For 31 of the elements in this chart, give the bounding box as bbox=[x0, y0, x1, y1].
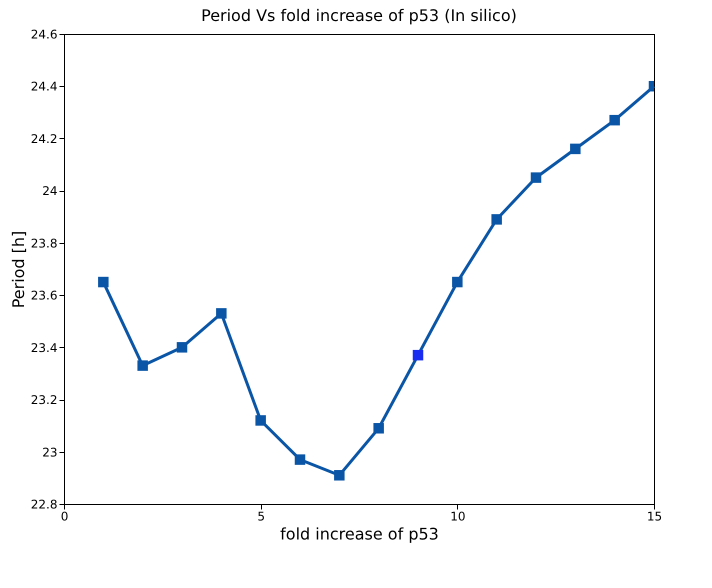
point bbox=[176, 342, 188, 353]
point bbox=[452, 276, 463, 288]
x-axis-title: fold increase of p53 bbox=[280, 524, 439, 544]
x-tick-label: 10 bbox=[450, 510, 466, 524]
x-tick-label: 5 bbox=[257, 510, 265, 524]
y-axis-title: Period [h] bbox=[8, 230, 28, 308]
y-tick-label: 24.4 bbox=[30, 80, 58, 94]
point bbox=[216, 308, 227, 319]
y-tick-label: 23.4 bbox=[30, 340, 58, 355]
point bbox=[373, 423, 384, 434]
y-tick-label: 23.8 bbox=[30, 236, 58, 250]
point bbox=[491, 214, 502, 225]
x-tick-label: 0 bbox=[60, 510, 68, 524]
point bbox=[530, 172, 542, 183]
y-tick-label: 24 bbox=[42, 184, 58, 198]
point bbox=[334, 470, 345, 481]
y-tick-label: 24.6 bbox=[30, 28, 58, 42]
x-tick-label: 15 bbox=[646, 510, 662, 524]
y-tick-label: 23.6 bbox=[30, 288, 58, 303]
point bbox=[294, 454, 306, 465]
point bbox=[98, 276, 109, 288]
point bbox=[570, 144, 581, 154]
y-tick-label: 22.8 bbox=[30, 498, 58, 512]
point bbox=[609, 114, 620, 126]
chart-title: Period Vs fold increase of p53 (In silico) bbox=[201, 6, 517, 25]
y-tick-label: 23.2 bbox=[30, 393, 58, 408]
point bbox=[137, 360, 148, 371]
y-tick-label: 23 bbox=[42, 445, 58, 460]
point bbox=[412, 350, 424, 360]
y-tick-label: 24.2 bbox=[30, 132, 58, 146]
point bbox=[255, 415, 266, 426]
